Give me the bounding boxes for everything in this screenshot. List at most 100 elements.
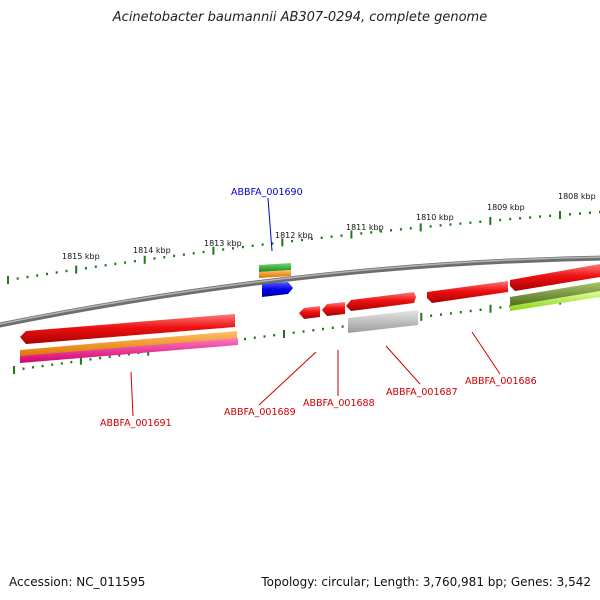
scale-tick-major	[7, 276, 9, 284]
scale-tick-major	[283, 330, 285, 338]
scale-tick-minor	[241, 245, 244, 249]
scale-tick-minor	[439, 224, 442, 227]
scale-tick-major	[143, 255, 146, 264]
gene-feature-orange-long[interactable]	[20, 331, 237, 357]
scale-tick-minor	[60, 362, 63, 365]
scale-tick-major	[420, 312, 423, 321]
scale-ticks-upper	[7, 210, 600, 284]
scale-label: 1814 kbp	[133, 246, 171, 255]
leader-line	[258, 351, 317, 406]
scale-tick-minor	[322, 327, 324, 331]
scale-tick-minor	[104, 264, 107, 267]
leader-line	[130, 371, 134, 417]
gene-feature-green[interactable]	[259, 263, 291, 272]
gene-label-abbfa-001686[interactable]: ABBFA_001686	[465, 376, 537, 387]
scale-tick-major	[79, 356, 82, 365]
scale-tick-minor	[469, 309, 472, 313]
gene-feature-abbfa-001687[interactable]	[346, 292, 416, 311]
scale-tick-minor	[529, 216, 532, 219]
scale-tick-minor	[99, 356, 102, 360]
scale-tick-minor	[479, 220, 482, 223]
gene-label-abbfa-001690[interactable]: ABBFA_001690	[231, 187, 303, 198]
scale-tick-minor	[124, 261, 127, 264]
scale-tick-minor	[340, 234, 343, 237]
scale-tick-minor	[232, 247, 234, 250]
scale-tick-minor	[390, 229, 392, 232]
gene-feature-magenta-long[interactable]	[20, 338, 238, 363]
scale-tick-minor	[173, 254, 176, 258]
scale-tick-minor	[114, 262, 117, 266]
gene-feature-gray[interactable]	[348, 310, 418, 333]
scale-tick-minor	[22, 367, 25, 370]
gene-feature-orange[interactable]	[259, 270, 291, 278]
scale-tick-minor	[65, 269, 68, 273]
accession-text: Accession: NC_011595	[9, 575, 146, 589]
leader-line	[471, 331, 501, 375]
scale-tick-minor	[182, 253, 185, 256]
gene-label-abbfa-001691[interactable]: ABBFA_001691	[100, 418, 172, 429]
scale-tick-minor	[273, 334, 276, 337]
scale-tick-minor	[509, 217, 512, 221]
scale-tick-minor	[579, 212, 581, 215]
gene-feature-lime[interactable]	[510, 291, 600, 311]
scale-tick-minor	[302, 330, 305, 333]
leader-line	[267, 197, 273, 252]
gene-feature-red[interactable]	[510, 264, 600, 291]
scale-tick-minor	[32, 366, 35, 369]
scale-tick-minor	[331, 326, 334, 329]
scale-tick-minor	[459, 311, 462, 314]
scale-tick-minor	[128, 353, 130, 356]
scale-tick-minor	[222, 248, 225, 251]
scale-label: 1811 kbp	[346, 223, 384, 232]
gene-feature-abbfa-001689[interactable]	[299, 306, 320, 319]
scale-tick-minor	[589, 211, 591, 214]
scale-tick-major	[13, 366, 15, 374]
genome-backbone	[0, 255, 600, 328]
scale-label: 1813 kbp	[204, 239, 242, 248]
scale-tick-minor	[449, 312, 452, 315]
scale-tick-minor	[519, 217, 522, 220]
scale-tick-minor	[449, 223, 452, 226]
scale-tick-minor	[301, 238, 303, 242]
scale-tick-minor	[251, 244, 254, 247]
scale-tick-minor	[291, 239, 294, 243]
scale-tick-minor	[55, 271, 58, 274]
scale-tick-minor	[51, 363, 54, 366]
scale-tick-minor	[202, 250, 205, 254]
gene-label-abbfa-001688[interactable]: ABBFA_001688	[303, 398, 375, 409]
leader-line	[385, 345, 421, 385]
scale-tick-minor	[330, 235, 333, 238]
scale-tick-minor	[253, 336, 256, 339]
scale-tick-minor	[370, 231, 373, 234]
scale-label: 1808 kbp	[558, 192, 596, 201]
scale-tick-minor	[341, 325, 344, 328]
gene-feature-abbfa-001691[interactable]	[20, 314, 235, 344]
gene-label-abbfa-001689[interactable]: ABBFA_001689	[224, 407, 296, 418]
genome-summary-text: Topology: circular; Length: 3,760,981 bp…	[261, 575, 591, 589]
gene-feature-abbfa-001686[interactable]	[427, 281, 508, 303]
label-leader-lines	[130, 197, 501, 417]
scale-tick-minor	[499, 218, 502, 222]
scale-tick-minor	[244, 337, 246, 341]
scale-tick-minor	[292, 331, 295, 334]
scale-label: 1809 kbp	[487, 203, 525, 212]
gene-feature-abbfa-001688[interactable]	[322, 302, 345, 316]
gene-feature-olive[interactable]	[510, 282, 600, 307]
scale-tick-minor	[133, 260, 136, 263]
scale-tick-minor	[41, 364, 44, 368]
scale-tick-minor	[271, 242, 274, 245]
scale-tick-minor	[163, 256, 166, 259]
scale-tick-minor	[70, 360, 73, 364]
gene-label-abbfa-001687[interactable]: ABBFA_001687	[386, 387, 458, 398]
scale-tick-minor	[429, 225, 432, 228]
genome-title: Acinetobacter baumannii AB307-0294, comp…	[112, 10, 488, 25]
scale-tick-major	[419, 223, 422, 232]
gene-feature-abbfa-001690[interactable]	[262, 282, 293, 297]
scale-tick-minor	[192, 252, 195, 255]
scale-tick-minor	[569, 213, 571, 216]
scale-tick-major	[559, 211, 561, 219]
scale-tick-minor	[118, 354, 121, 357]
scale-tick-minor	[36, 274, 39, 277]
scale-tick-minor	[263, 335, 266, 338]
